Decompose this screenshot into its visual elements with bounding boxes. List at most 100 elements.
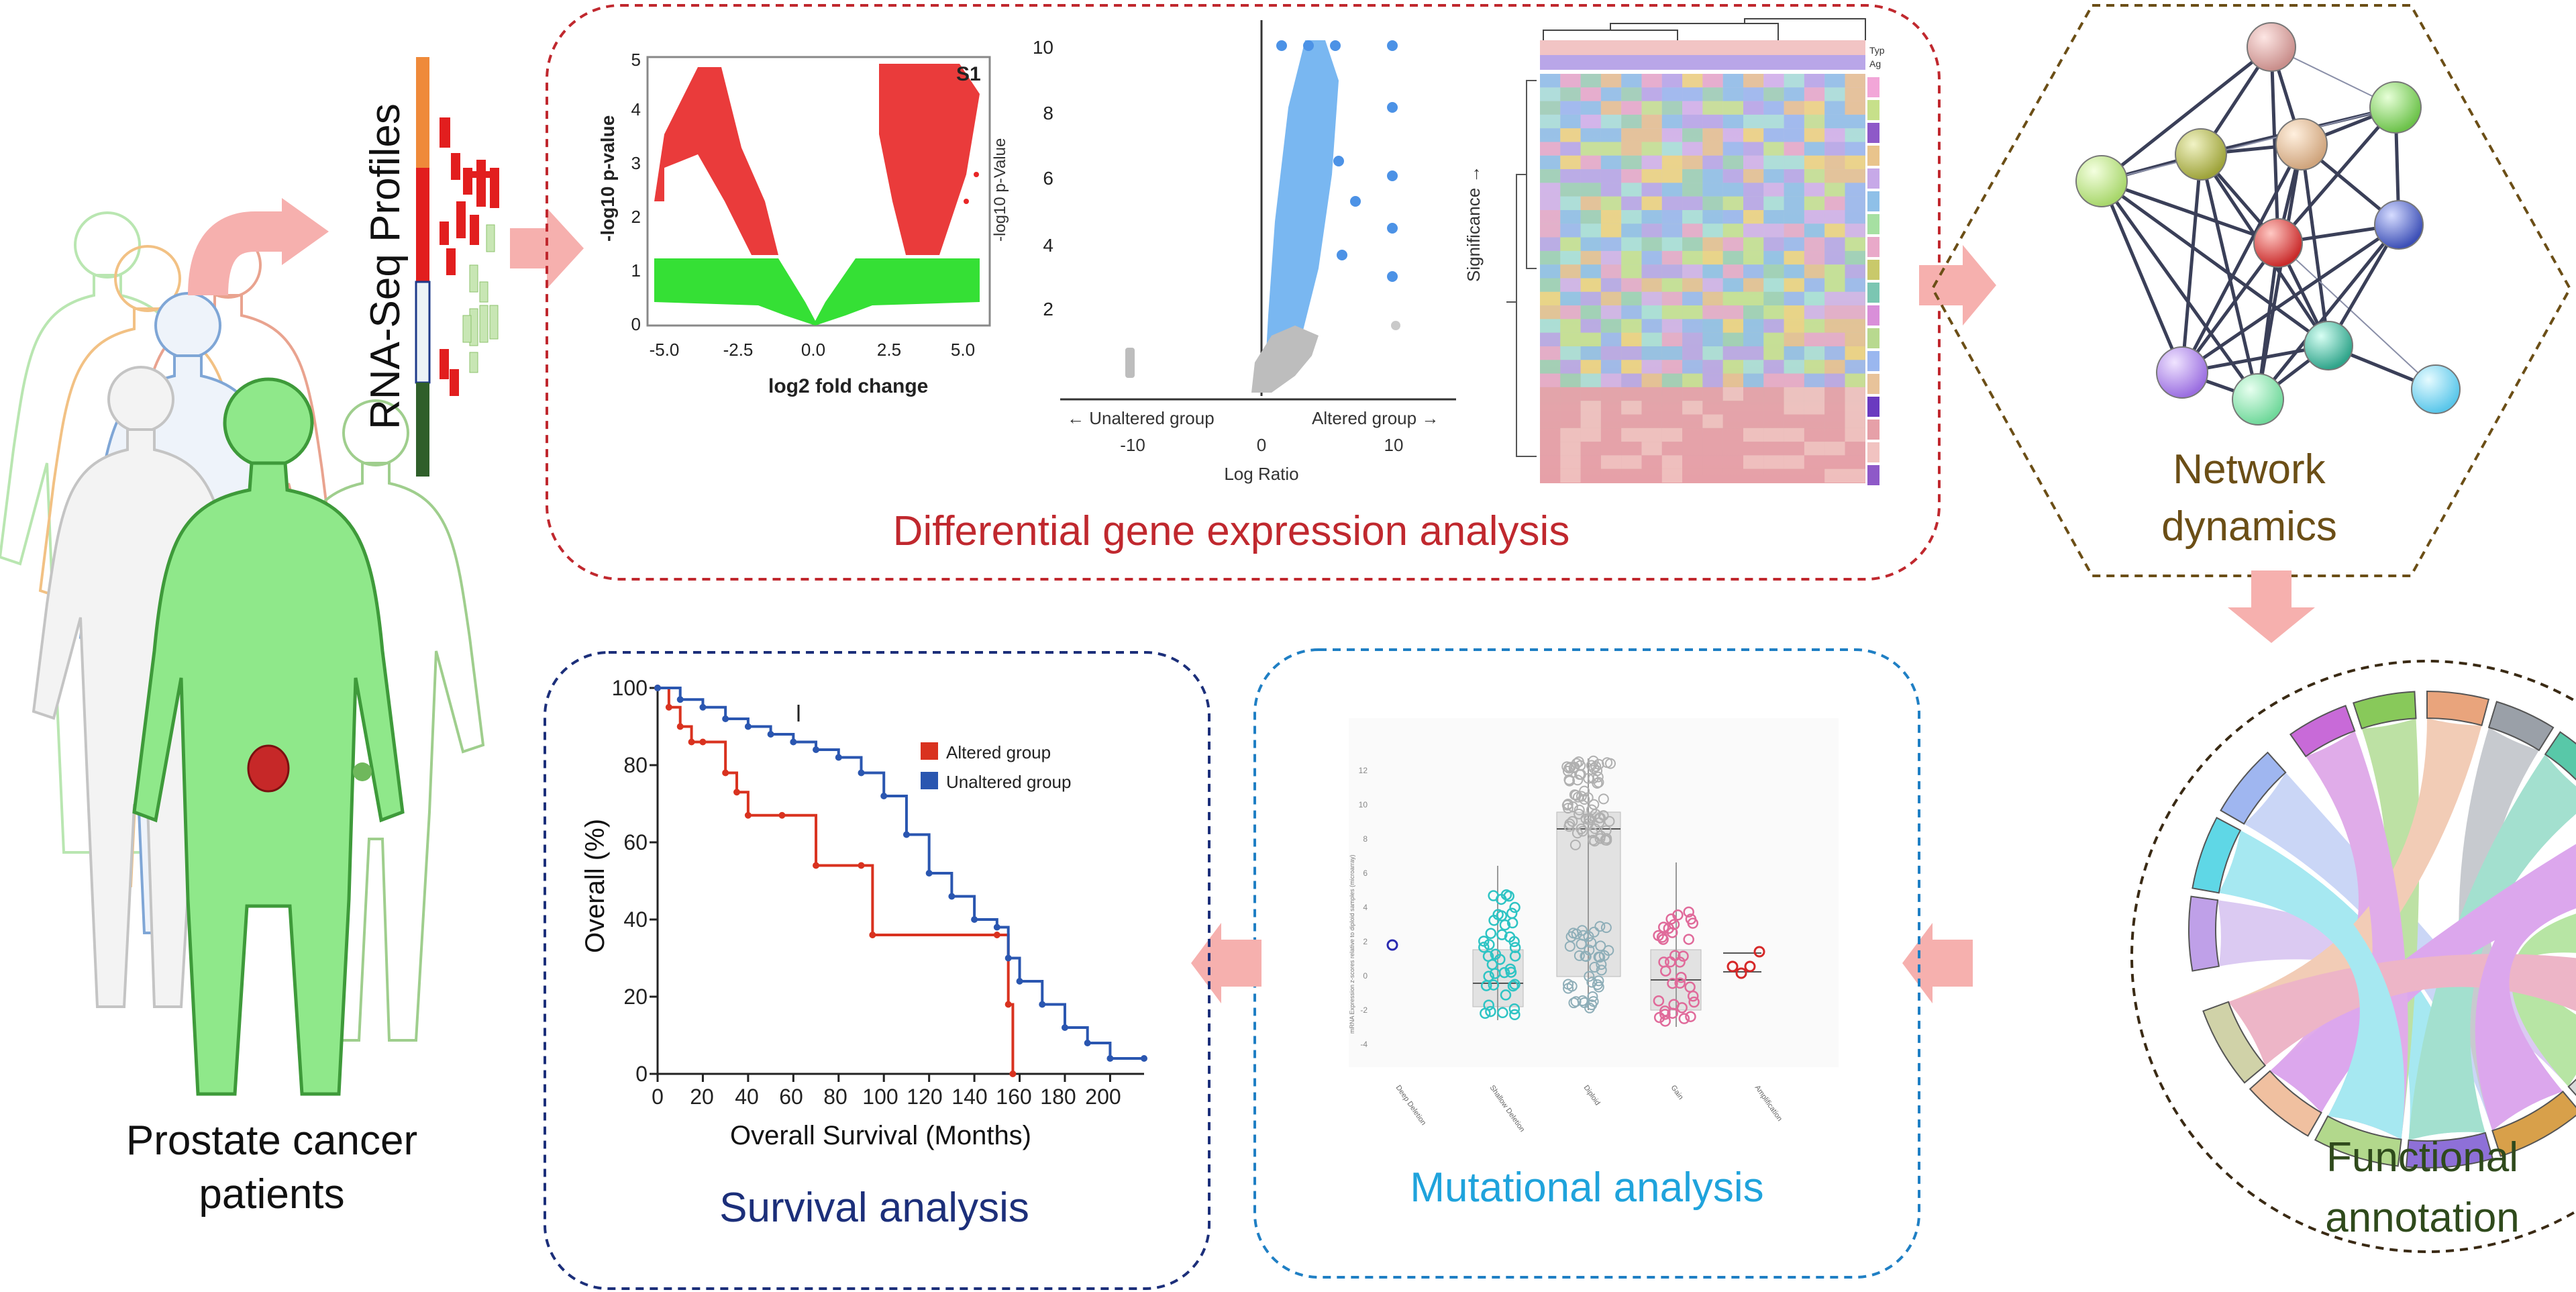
heatmap-cell bbox=[1824, 346, 1845, 360]
mut-xtick-0: Deep Deletion bbox=[1394, 1084, 1428, 1127]
surv-xtick-0: 0 bbox=[652, 1085, 664, 1109]
functional-label-line2: annotation bbox=[2325, 1195, 2520, 1241]
heatmap-cell bbox=[1641, 346, 1662, 360]
heatmap-cell bbox=[1702, 360, 1723, 374]
heatmap-cell bbox=[1824, 264, 1845, 279]
heatmap-cell bbox=[1661, 442, 1683, 456]
volcano2-blue-points bbox=[1276, 40, 1398, 282]
heatmap-cell bbox=[1682, 387, 1703, 401]
heatmap-cell bbox=[1682, 278, 1703, 292]
heatmap-cell bbox=[1702, 74, 1723, 88]
mut-point-diploid bbox=[1592, 765, 1603, 777]
survival-axes bbox=[656, 688, 1144, 1075]
heatmap-cell bbox=[1702, 128, 1723, 142]
heatmap-cell bbox=[1540, 155, 1561, 170]
heatmap-cell bbox=[1722, 455, 1743, 469]
heatmap-cell bbox=[1824, 414, 1845, 428]
mut-point-diploid bbox=[1570, 996, 1582, 1007]
heatmap-cell bbox=[1621, 346, 1642, 360]
heatmap-cell bbox=[1580, 183, 1601, 197]
heatmap-cell bbox=[1763, 360, 1784, 374]
arrow-rnaseq-to-dge bbox=[510, 208, 584, 289]
heatmap-cell bbox=[1682, 142, 1703, 156]
heatmap-cell bbox=[1621, 196, 1642, 210]
heatmap-cell bbox=[1661, 319, 1683, 333]
heatmap-cell bbox=[1824, 305, 1845, 319]
volcano-ytick-4: 4 bbox=[631, 99, 641, 119]
volcano2-ytick-3: 8 bbox=[1043, 103, 1053, 123]
heatmap-cell bbox=[1702, 264, 1723, 279]
survival-point bbox=[654, 685, 661, 691]
heatmap-cell bbox=[1621, 74, 1642, 88]
heatmap-cell bbox=[1580, 142, 1601, 156]
heatmap-cell bbox=[1641, 278, 1662, 292]
survival-xlabel: Overall Survival (Months) bbox=[730, 1121, 1031, 1150]
heatmap-cell bbox=[1743, 305, 1764, 319]
heatmap-cell bbox=[1641, 455, 1662, 469]
heatmap-cell bbox=[1560, 155, 1581, 170]
heatmap-cell bbox=[1600, 373, 1622, 387]
heatmap-cell bbox=[1702, 428, 1723, 442]
heatmap-cell bbox=[1722, 114, 1743, 129]
heatmap-cell bbox=[1784, 169, 1804, 183]
heatmap-cell bbox=[1560, 87, 1581, 101]
arrow-mutational-to-survival bbox=[1191, 923, 1261, 1003]
mut-ytick-4: 4 bbox=[1363, 903, 1368, 912]
volcano2-xlabel: Log Ratio bbox=[1224, 464, 1298, 484]
heatmap-cell bbox=[1804, 210, 1825, 224]
heatmap-cell bbox=[1621, 223, 1642, 238]
heatmap-cell bbox=[1600, 264, 1622, 279]
mut-point-gain bbox=[1668, 919, 1680, 930]
mut-point-diploid bbox=[1564, 940, 1576, 952]
heatmap-cell bbox=[1784, 319, 1804, 333]
heatmap-cell bbox=[1722, 128, 1743, 142]
heatmap-cell bbox=[1682, 414, 1703, 428]
heatmap-cell bbox=[1845, 155, 1865, 170]
mut-point-diploid bbox=[1590, 761, 1602, 773]
heatmap-cell bbox=[1702, 223, 1723, 238]
heatmap-cell bbox=[1804, 196, 1825, 210]
survival-point bbox=[1009, 1071, 1017, 1077]
mut-ytick-3: 2 bbox=[1363, 937, 1368, 946]
heatmap-cell bbox=[1722, 87, 1743, 101]
mut-point-gain bbox=[1687, 917, 1699, 929]
volcano-ytick-0: 0 bbox=[631, 314, 641, 334]
heatmap-cell bbox=[1702, 332, 1723, 346]
heatmap-cell bbox=[1580, 223, 1601, 238]
heatmap-cell bbox=[1682, 373, 1703, 387]
mut-point-shallow bbox=[1509, 942, 1521, 954]
mut-point-gain bbox=[1656, 932, 1668, 943]
heatmap-cell bbox=[1661, 360, 1683, 374]
survival-panel-border bbox=[544, 651, 1210, 1290]
heatmap-cell bbox=[1784, 155, 1804, 170]
heatmap-cell bbox=[1702, 183, 1723, 197]
mut-point-gain bbox=[1665, 913, 1677, 925]
heatmap-cell bbox=[1661, 210, 1683, 224]
heatmap-side-cell bbox=[1867, 77, 1879, 97]
network-node-green bbox=[2369, 81, 2422, 134]
heatmap-cell bbox=[1722, 346, 1743, 360]
surv-xtick-9: 180 bbox=[1040, 1085, 1076, 1109]
heatmap-cell bbox=[1702, 196, 1723, 210]
heatmap-cell bbox=[1702, 387, 1723, 401]
mut-point-gain bbox=[1658, 956, 1669, 968]
survival-point bbox=[1004, 954, 1012, 962]
chord-arc-segment bbox=[2249, 1070, 2322, 1137]
heatmap-cell bbox=[1540, 223, 1561, 238]
heatmap-cell bbox=[1845, 237, 1865, 251]
heatmap-cell bbox=[1560, 114, 1581, 129]
volcano2-left-group: ← Unaltered group bbox=[1067, 408, 1215, 428]
chord-arc-segment bbox=[2192, 816, 2242, 894]
heatmap-cell bbox=[1804, 169, 1825, 183]
heatmap-cell bbox=[1641, 196, 1662, 210]
volcano2-right-group: Altered group → bbox=[1312, 408, 1439, 428]
heatmap-cell bbox=[1600, 319, 1622, 333]
heatmap-cell bbox=[1540, 142, 1561, 156]
heatmap-side-cell bbox=[1867, 100, 1879, 120]
heatmap-cell bbox=[1824, 101, 1845, 115]
heatmap-cell bbox=[1845, 223, 1865, 238]
heatmap-cell bbox=[1784, 250, 1804, 265]
heatmap-side-cell bbox=[1867, 374, 1879, 394]
heatmap-cell bbox=[1661, 468, 1683, 483]
mut-point-diploid bbox=[1576, 824, 1587, 835]
